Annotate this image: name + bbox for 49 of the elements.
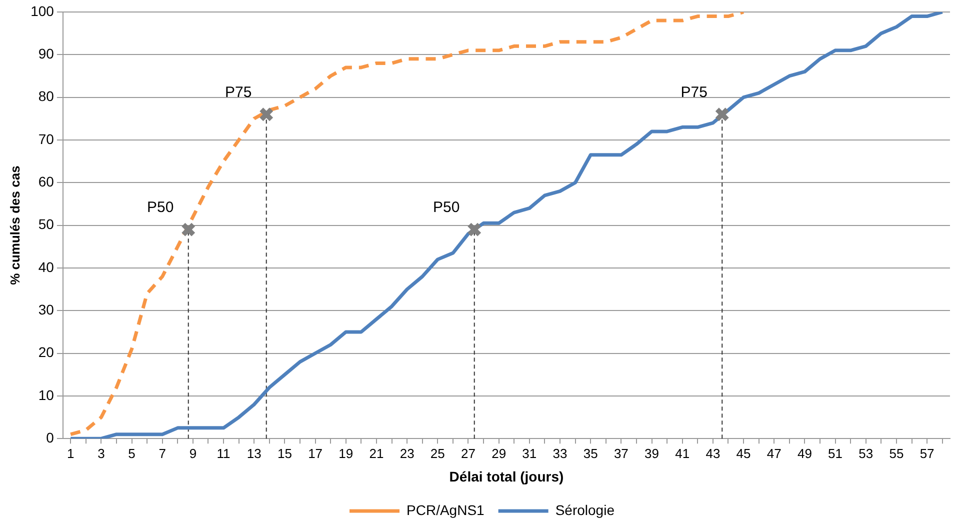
x-tick-label: 11 [216, 446, 230, 461]
x-tick-label: 3 [98, 446, 105, 461]
x-tick-label: 35 [583, 446, 598, 461]
y-tick-label: 80 [38, 88, 54, 104]
x-tick-label: 7 [158, 446, 166, 461]
x-tick-label: 15 [277, 446, 292, 461]
y-tick-label: 50 [38, 216, 54, 232]
x-tick-label: 21 [369, 446, 384, 461]
annotation: P50 [147, 199, 174, 216]
legend-label: Sérologie [555, 502, 615, 518]
y-tick-label: 90 [38, 46, 54, 62]
x-tick-label: 37 [614, 446, 628, 461]
x-tick-label: 9 [189, 446, 197, 461]
y-tick-label: 40 [38, 258, 54, 275]
x-tick-label: 13 [246, 446, 262, 461]
x-tick-label: 53 [858, 446, 874, 461]
x-tick-label: 25 [430, 446, 445, 461]
x-tick-label: 17 [308, 446, 323, 461]
x-tick-label: 29 [492, 446, 506, 461]
x-tick-label: 33 [552, 446, 568, 461]
x-tick-label: 57 [920, 446, 934, 461]
x-tick-label: 1 [66, 446, 74, 461]
x-tick-label: 43 [706, 446, 720, 461]
y-tick-label: 10 [38, 386, 54, 403]
x-tick-label: 39 [644, 446, 660, 461]
y-tick-label: 20 [38, 344, 54, 360]
x-axis-title: Délai total (jours) [449, 468, 564, 484]
x-tick-label: 51 [828, 446, 843, 461]
y-axis-title: % cumulés des cas [7, 166, 22, 285]
y-tick-label: 0 [46, 429, 54, 446]
x-tick-label: 19 [338, 446, 354, 461]
x-tick-label: 5 [128, 446, 136, 461]
y-tick-label: 60 [38, 174, 54, 190]
y-tick-label: 30 [38, 301, 54, 318]
x-tick-label: 47 [766, 446, 782, 461]
annotation: P75 [680, 84, 708, 102]
x-tick-label: 27 [461, 446, 476, 461]
annotation: P75 [225, 84, 252, 102]
x-tick-label: 31 [522, 446, 537, 461]
line-series [68, 12, 746, 436]
x-tick-label: 41 [675, 446, 690, 461]
x-tick-label: 23 [400, 446, 414, 461]
legend-label: PCR/AgNS1 [406, 502, 485, 518]
x-tick-label: 45 [736, 446, 751, 461]
x-tick-label: 55 [889, 446, 904, 461]
x-tick-label: 49 [797, 446, 812, 461]
y-tick-label: 100 [30, 2, 54, 19]
y-tick-label: 70 [38, 130, 54, 147]
annotation: P50 [433, 199, 460, 216]
